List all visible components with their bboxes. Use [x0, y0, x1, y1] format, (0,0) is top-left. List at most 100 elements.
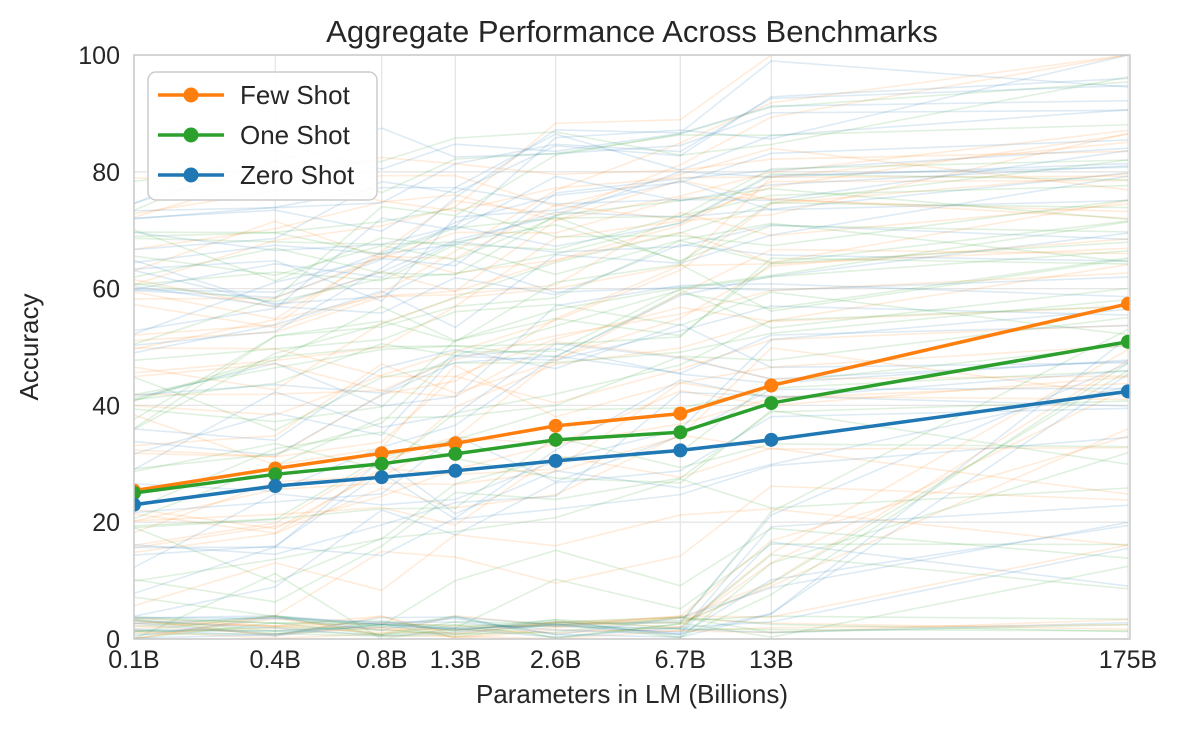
background-line	[134, 381, 1129, 534]
background-line	[134, 55, 1128, 286]
background-line	[134, 250, 1129, 470]
background-line	[134, 203, 1129, 342]
background-line	[134, 347, 1129, 522]
data-point	[268, 467, 283, 482]
background-line	[134, 159, 1129, 256]
x-tick-label: 2.6B	[530, 646, 581, 674]
background-line	[134, 409, 1129, 510]
background-line	[134, 298, 1129, 432]
background-line	[134, 175, 1129, 354]
data-point	[134, 497, 141, 512]
background-line	[134, 222, 1129, 282]
background-line	[134, 370, 1129, 595]
background-line	[134, 504, 1129, 637]
background-line	[134, 199, 1129, 247]
background-line	[134, 407, 1129, 618]
background-line	[134, 524, 1129, 636]
background-line	[134, 616, 1129, 636]
background-line	[134, 565, 1129, 638]
background-line	[134, 616, 1129, 635]
background-line	[134, 173, 1129, 303]
background-line	[134, 139, 1129, 347]
background-line	[134, 202, 1129, 277]
background-line	[134, 243, 1129, 314]
background-line	[134, 241, 1129, 423]
data-point	[764, 432, 779, 447]
background-line	[134, 220, 1129, 402]
y-tick-label: 0	[106, 626, 120, 654]
background-line	[134, 238, 1129, 534]
background-line	[134, 617, 1129, 639]
background-line	[134, 370, 1129, 639]
background-line	[134, 615, 1129, 637]
background-line	[134, 305, 1129, 378]
data-point	[134, 486, 141, 500]
background-line	[134, 180, 1129, 302]
background-line	[134, 179, 1129, 320]
background-line	[134, 165, 1129, 332]
background-line	[134, 387, 1129, 635]
background-line	[134, 259, 1129, 305]
background-line	[134, 141, 1129, 391]
legend-box	[147, 71, 378, 201]
background-line	[134, 179, 1129, 251]
data-point	[1121, 296, 1130, 311]
background-line	[134, 527, 1129, 627]
background-line	[134, 129, 1129, 350]
background-line	[134, 348, 1129, 639]
background-line	[134, 342, 1129, 471]
background-line	[134, 348, 1129, 455]
data-point	[374, 456, 389, 471]
legend-label-zero-shot: Zero Shot	[240, 160, 355, 190]
background-line	[134, 400, 1129, 603]
background-line	[134, 382, 1129, 549]
data-point	[673, 425, 688, 440]
background-line	[134, 132, 1129, 374]
data-point	[374, 470, 389, 485]
x-tick-label: 0.4B	[250, 646, 301, 674]
data-point	[673, 443, 688, 458]
background-line	[134, 305, 1129, 473]
background-line	[134, 108, 1129, 220]
background-line	[134, 541, 1129, 639]
background-line	[134, 547, 1129, 639]
background-line	[134, 81, 1129, 345]
background-line	[134, 436, 1129, 556]
background-line	[134, 386, 1129, 549]
background-line	[134, 485, 1129, 639]
x-tick-label: 0.1B	[108, 646, 159, 674]
background-line	[134, 55, 1129, 293]
background-line	[134, 615, 1129, 639]
background-line	[134, 376, 1129, 547]
x-tick-label: 0.8B	[356, 646, 407, 674]
background-line	[134, 344, 1129, 583]
background-line	[134, 283, 1129, 407]
background-line	[134, 553, 1129, 633]
background-line	[134, 149, 1129, 233]
background-line	[134, 247, 1129, 458]
background-line	[134, 305, 1129, 397]
data-point	[374, 446, 389, 461]
x-tick-label: 1.3B	[430, 646, 481, 674]
background-line	[134, 263, 1129, 530]
data-point	[1121, 334, 1130, 349]
background-line	[134, 427, 1129, 637]
background-line	[134, 436, 1129, 527]
data-point	[448, 436, 463, 451]
y-tick-label: 100	[78, 42, 120, 70]
legend-item-zero-shot: Zero Shot	[158, 160, 355, 190]
background-line	[134, 220, 1129, 430]
background-line	[134, 391, 1129, 556]
legend-marker-zero-shot	[183, 167, 199, 183]
background-line	[134, 223, 1129, 262]
background-line	[134, 162, 1129, 307]
series-line	[134, 340, 1129, 495]
data-point	[448, 446, 463, 461]
background-line	[134, 55, 1129, 329]
background-line	[134, 84, 1129, 212]
y-tick-label: 60	[92, 276, 120, 304]
legend: Few Shot One Shot Zero Shot	[147, 71, 378, 201]
background-line	[134, 508, 1129, 607]
data-point	[548, 418, 563, 433]
